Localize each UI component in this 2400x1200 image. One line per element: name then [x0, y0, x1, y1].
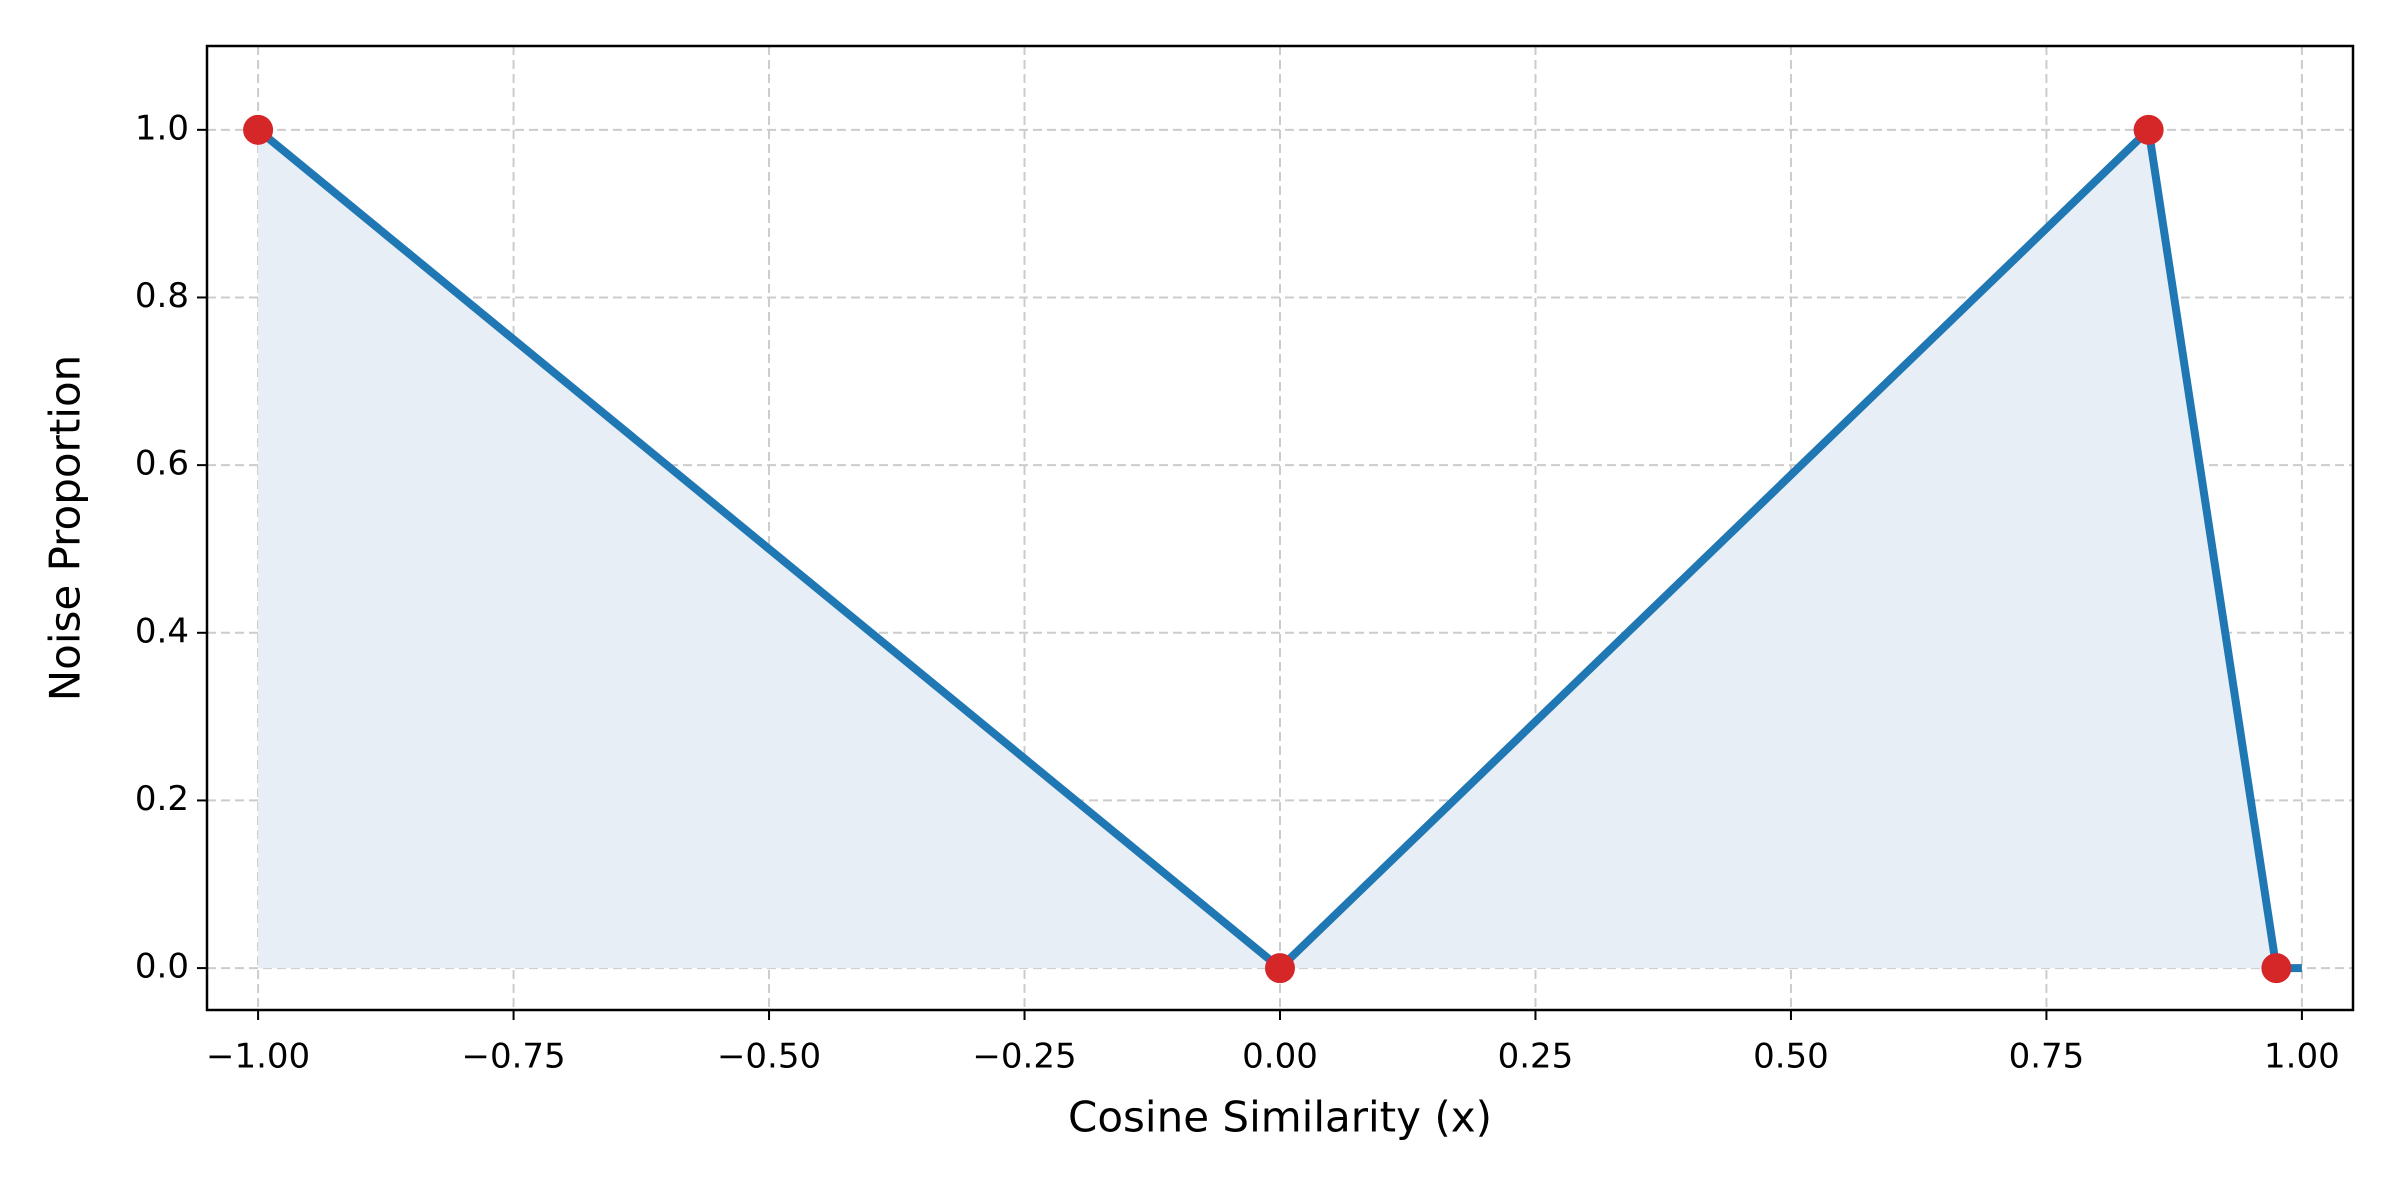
x-tick-label: 0.25	[1498, 1037, 1574, 1077]
x-tick-label: −0.25	[972, 1037, 1076, 1077]
marker	[2261, 953, 2292, 984]
x-tick-label: −1.00	[206, 1037, 310, 1077]
area	[258, 129, 2302, 969]
y-tick-label: 0.4	[135, 611, 189, 651]
y-tick-label: 1.0	[135, 108, 189, 148]
marker	[243, 114, 274, 145]
marker	[1265, 953, 1295, 984]
x-axis-label: Cosine Similarity (x)	[1068, 1093, 1492, 1142]
y-tick-label: 0.0	[135, 947, 189, 987]
x-tick-label: 1.00	[2264, 1037, 2340, 1077]
x-tick-label: 0.00	[1242, 1037, 1318, 1077]
plot-frame	[205, 44, 2355, 1012]
y-tick-label: 0.6	[135, 444, 189, 484]
y-tick-label: 0.8	[135, 276, 189, 316]
y-tick-label: 0.2	[135, 779, 189, 819]
y-axis-label: Noise Proportion	[41, 355, 90, 702]
x-tick-label: −0.50	[717, 1037, 821, 1077]
x-tick-label: −0.75	[461, 1037, 565, 1077]
x-tick-label: 0.50	[1753, 1037, 1829, 1077]
marker	[2133, 114, 2164, 145]
x-tick-label: 0.75	[2009, 1037, 2085, 1077]
